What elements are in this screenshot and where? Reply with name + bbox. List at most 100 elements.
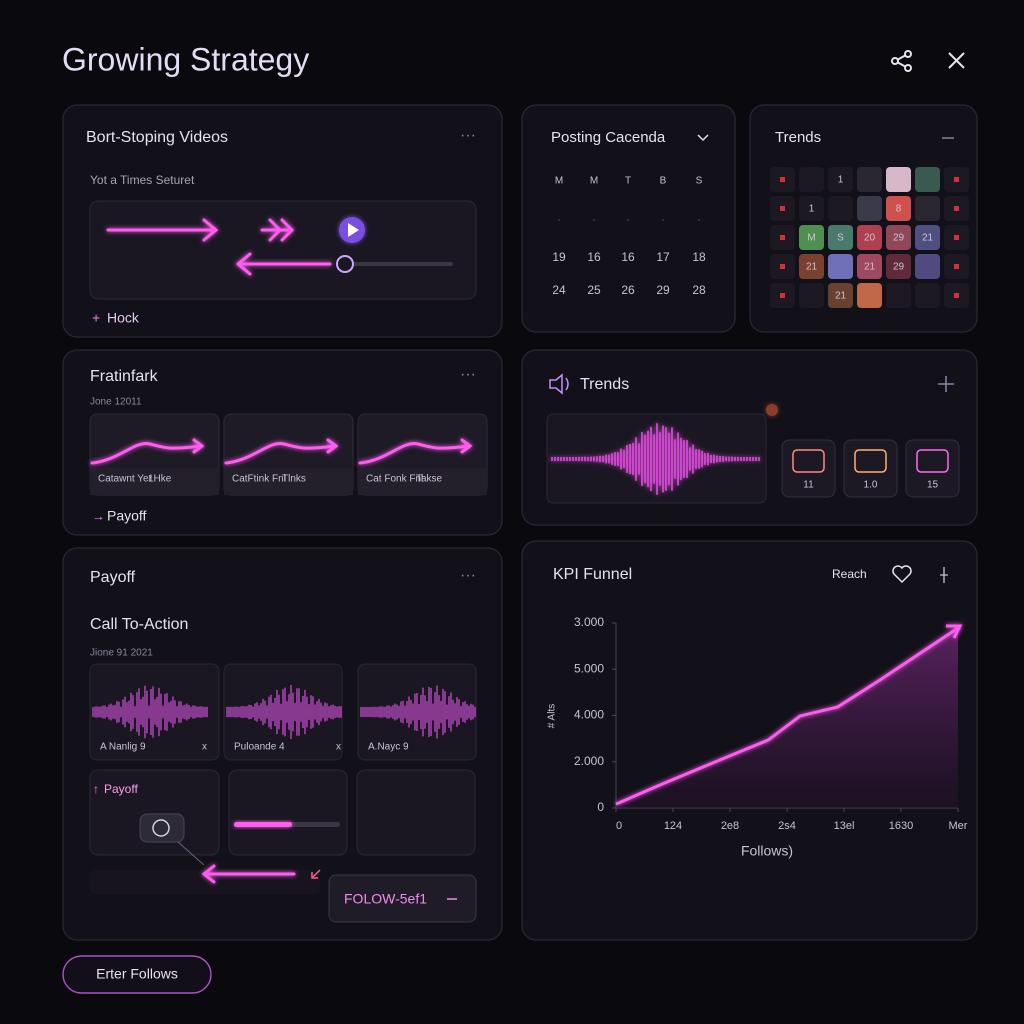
add[interactable] bbox=[938, 376, 954, 392]
grid-cell bbox=[857, 167, 882, 192]
play-icon bbox=[348, 223, 359, 237]
thumbnail-curve bbox=[224, 438, 339, 465]
cell-label: 21 bbox=[864, 262, 876, 273]
heading: Call To-Action bbox=[90, 616, 188, 633]
stat-value: 11 bbox=[803, 480, 814, 491]
calendar-panel bbox=[521, 104, 736, 333]
filter[interactable]: Reach bbox=[832, 567, 867, 581]
progress-track bbox=[345, 262, 453, 266]
weekday: M bbox=[555, 176, 563, 187]
weekday: M bbox=[590, 176, 598, 187]
cell-dot bbox=[780, 293, 785, 298]
y-tick-label: 5.000 bbox=[574, 661, 604, 675]
panel-title: Trends bbox=[775, 129, 821, 146]
card bbox=[228, 769, 348, 856]
grid-cell bbox=[915, 196, 940, 221]
thumbnail-curve bbox=[358, 438, 473, 465]
thumbnail-tag: Takse bbox=[416, 474, 443, 485]
y-tick-label: 4.000 bbox=[574, 708, 604, 722]
link-icon: + bbox=[92, 310, 100, 326]
menu[interactable]: ··· bbox=[460, 567, 476, 584]
grid-cell bbox=[886, 167, 911, 192]
arrow bbox=[311, 869, 321, 879]
stat-card bbox=[843, 439, 898, 498]
thumbnail-footer bbox=[224, 468, 353, 495]
day: 16 bbox=[587, 250, 601, 264]
x-tick-label: 0 bbox=[616, 820, 622, 832]
line bbox=[615, 626, 959, 806]
clip-label: A Nanlig 9 bbox=[100, 742, 146, 753]
arrows bbox=[106, 218, 332, 276]
cell-label: 1 bbox=[838, 175, 844, 186]
cell-label: 20 bbox=[864, 233, 876, 244]
grid-cell bbox=[857, 254, 882, 279]
clip-close[interactable]: x bbox=[202, 742, 207, 753]
arrow bbox=[201, 864, 296, 884]
x-axis-label: Follows) bbox=[741, 843, 793, 859]
x-tick-label: Mer bbox=[949, 820, 968, 832]
icon bbox=[152, 819, 170, 837]
stat-icon bbox=[792, 449, 825, 473]
stat-card bbox=[781, 439, 836, 498]
day: 18 bbox=[692, 250, 706, 264]
day: 28 bbox=[692, 283, 706, 297]
grid-cell bbox=[828, 283, 853, 308]
link[interactable]: Payoff bbox=[107, 508, 147, 524]
grid-cell bbox=[915, 283, 940, 308]
day: 25 bbox=[587, 283, 601, 297]
drag-handle[interactable] bbox=[139, 813, 185, 843]
menu[interactable]: ··· bbox=[460, 127, 476, 144]
spark bbox=[766, 404, 778, 416]
more[interactable] bbox=[940, 567, 948, 583]
menu[interactable]: ··· bbox=[460, 366, 476, 383]
y-tick-label: 3.000 bbox=[574, 615, 604, 629]
like[interactable] bbox=[892, 565, 912, 584]
kpi-panel bbox=[521, 540, 978, 941]
stat-icon bbox=[916, 449, 949, 473]
cell-dot bbox=[780, 177, 785, 182]
area bbox=[616, 627, 958, 808]
clip-close[interactable]: x bbox=[336, 742, 341, 753]
cell-label: 29 bbox=[893, 233, 905, 244]
chart-title: KPI Funnel bbox=[553, 566, 632, 583]
grid-cell bbox=[828, 167, 853, 192]
panel-title: Payoff bbox=[90, 569, 136, 586]
thumbnail-footer bbox=[90, 468, 219, 495]
grid-cell bbox=[915, 225, 940, 250]
dropdown[interactable] bbox=[697, 134, 709, 142]
close-icon[interactable] bbox=[948, 52, 965, 69]
badge[interactable] bbox=[328, 874, 477, 923]
card bbox=[89, 769, 220, 856]
primary-button[interactable] bbox=[62, 955, 212, 994]
badge-label: FOLOW-5ef1 bbox=[344, 891, 427, 907]
grid-cell bbox=[915, 167, 940, 192]
card bbox=[356, 769, 476, 856]
x-tick-label: 13el bbox=[834, 820, 855, 832]
date: Jione 91 2021 bbox=[90, 648, 153, 659]
grid-cell bbox=[799, 167, 824, 192]
grid-cell bbox=[857, 196, 882, 221]
y-axis-label: # Alts bbox=[547, 704, 558, 728]
empty-day bbox=[662, 219, 664, 221]
link[interactable]: Hock bbox=[107, 310, 140, 326]
panel-title: Posting Cacenda bbox=[551, 129, 666, 146]
waveform bbox=[551, 423, 760, 495]
grid-cell bbox=[799, 254, 824, 279]
stat-card bbox=[905, 439, 960, 498]
x-tick-label: 1630 bbox=[889, 820, 913, 832]
panel-title: Bort-Stoping Videos bbox=[86, 129, 228, 146]
grid-cell bbox=[886, 196, 911, 221]
link-icon: → bbox=[92, 508, 105, 523]
empty-day bbox=[698, 219, 700, 221]
x-tick-label: 2e8 bbox=[721, 820, 739, 832]
grid-cell bbox=[828, 225, 853, 250]
cell-label: 21 bbox=[835, 291, 847, 302]
card-label: ↑ bbox=[93, 782, 99, 796]
progress-knob[interactable] bbox=[336, 255, 354, 273]
day: 29 bbox=[656, 283, 670, 297]
cell-dot bbox=[954, 293, 959, 298]
share-icon[interactable] bbox=[891, 50, 912, 72]
thumbnail-tag: 1Hke bbox=[148, 474, 172, 485]
